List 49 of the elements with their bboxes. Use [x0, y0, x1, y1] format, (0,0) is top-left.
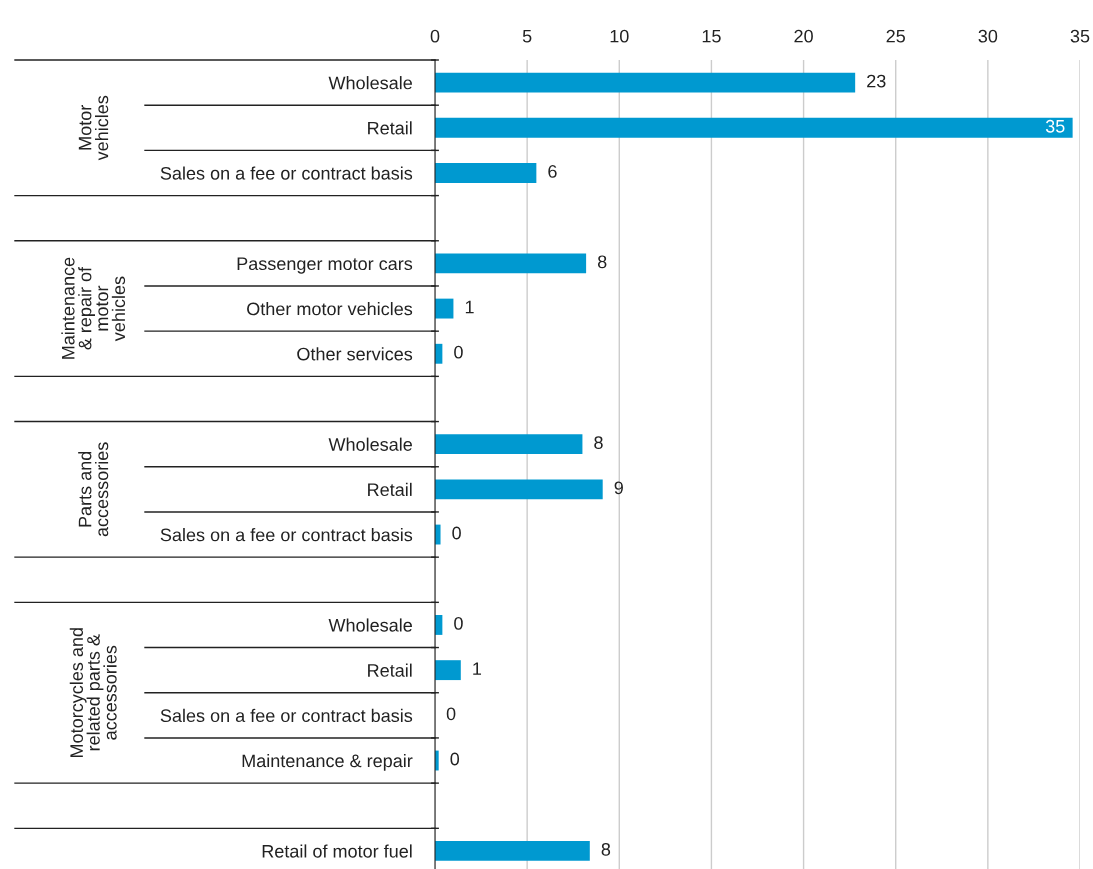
data-label: 0 [454, 617, 463, 630]
bar [435, 163, 537, 183]
bar [435, 253, 587, 274]
y-tick-label: Wholesale [328, 76, 412, 90]
y-tick-label: Wholesale [328, 618, 412, 632]
bar [435, 479, 603, 500]
y-tick-label: Wholesale [328, 437, 412, 451]
bar [435, 434, 583, 455]
data-label: 0 [450, 752, 460, 766]
x-tick-label: 5 [522, 29, 532, 43]
x-tick-label: 25 [886, 29, 905, 43]
x-tick-label: 15 [702, 29, 721, 43]
y-tick-label: Other motor vehicles [247, 302, 413, 316]
text: Parts and accessories [78, 442, 109, 537]
data-label: 8 [597, 255, 607, 269]
y-tick-label: Retail [368, 121, 412, 135]
data-label: 1 [473, 662, 482, 675]
y-tick-label: Sales on a fee or contract basis [160, 528, 413, 542]
data-label: 0 [446, 707, 456, 721]
bar [435, 660, 461, 681]
y-tick-label: Other services [297, 347, 413, 361]
data-label: 0 [452, 526, 461, 540]
y-tick-label: Retail of motor fuel [262, 844, 412, 858]
y-tick-label: Maintenance & repair [242, 753, 413, 771]
data-label: 8 [601, 842, 611, 856]
data-label: 35 [1045, 119, 1065, 133]
data-label: 8 [594, 436, 603, 450]
x-tick-label: 10 [610, 29, 629, 43]
text: Motor vehicles [78, 95, 109, 161]
y-tick-label: Retail [368, 663, 412, 677]
bar [435, 117, 1073, 138]
x-tick-label: 30 [978, 29, 998, 43]
bar [435, 72, 856, 93]
bar [435, 298, 454, 319]
data-label: 1 [465, 300, 474, 314]
text: Maintenance & repair of motor vehicles [61, 257, 126, 359]
y-tick-label: Sales on a fee or contract basis [160, 166, 413, 180]
y-tick-label: Retail [368, 482, 412, 497]
x-tick-label: 0 [430, 29, 440, 43]
y-tick-label: Sales on a fee or contract basis [160, 708, 413, 723]
data-label: 9 [614, 481, 623, 495]
y-tick-label: Passenger motor cars [237, 257, 413, 274]
data-label: 0 [454, 345, 463, 359]
x-tick-label: 20 [794, 29, 813, 43]
bar [435, 840, 590, 861]
x-tick-label: 35 [1070, 29, 1090, 43]
data-label: 23 [867, 74, 886, 88]
data-label: 6 [548, 165, 557, 178]
text: Motorcycles and related parts & accessories [69, 628, 117, 757]
